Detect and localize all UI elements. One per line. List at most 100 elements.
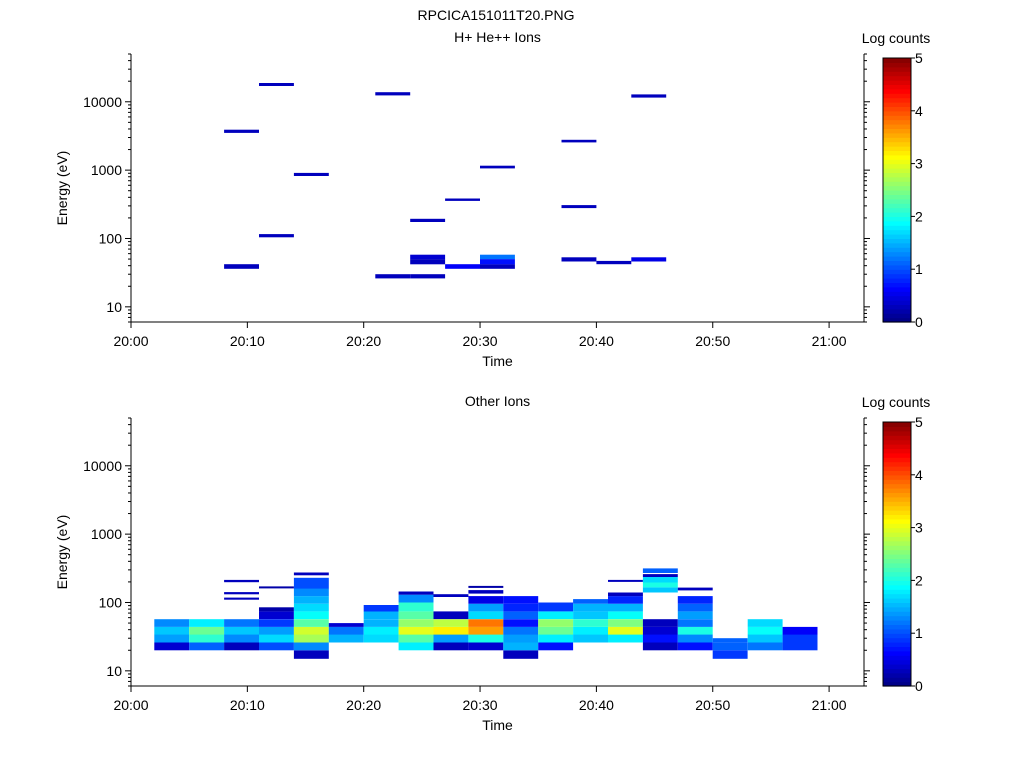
colorbar-segment: [883, 247, 911, 253]
colorbar-tick-label: 2: [915, 572, 923, 588]
colorbar-frame: [882, 421, 912, 687]
colorbar-tick-label: 3: [915, 520, 923, 536]
heatmap-cell: [573, 619, 608, 627]
heatmap-cell: [363, 611, 399, 620]
figure-title: RPCICA151011T20.PNG: [418, 7, 575, 23]
heatmap-cell: [224, 264, 259, 269]
heatmap-cell: [608, 579, 643, 582]
heatmap-cell: [398, 626, 434, 635]
colorbar-segment: [883, 212, 911, 217]
colorbar-segment: [883, 62, 911, 68]
x-tick-label: 20:30: [463, 697, 498, 713]
heatmap-cell: [398, 611, 434, 620]
colorbar-tick-label: 1: [915, 261, 923, 277]
colorbar-segment: [883, 71, 911, 77]
heatmap-cell: [573, 611, 608, 620]
x-tick-label: 21:00: [812, 333, 847, 349]
heatmap-cell: [224, 597, 259, 600]
x-tick-label: 20:30: [463, 333, 498, 349]
colorbar-segment: [883, 492, 911, 498]
heatmap-cell: [293, 650, 329, 659]
colorbar-tick-label: 4: [915, 467, 923, 483]
colorbar-segment: [883, 115, 911, 121]
heatmap-cell: [293, 588, 329, 597]
y-tick-label: 1000: [91, 162, 122, 178]
heatmap-cell: [189, 626, 225, 635]
colorbar-segment: [883, 251, 911, 257]
heatmap-cell: [154, 642, 190, 651]
heatmap-cell: [259, 234, 294, 238]
heatmap-cell: [259, 611, 294, 620]
heatmap-cell: [561, 257, 597, 262]
x-tick-label: 20:50: [695, 697, 730, 713]
heatmap-cell: [410, 254, 446, 260]
heatmap-cell: [677, 634, 713, 643]
heatmap-cell: [503, 642, 539, 651]
heatmap-cell: [631, 257, 667, 262]
heatmap-cell: [747, 634, 783, 643]
heatmap-cell: [259, 642, 294, 651]
y-tick-label: 100: [99, 594, 123, 610]
colorbar-segment: [883, 84, 911, 90]
colorbar-segment: [883, 313, 911, 319]
heatmap-cell: [468, 619, 504, 627]
y-tick-label: 10: [106, 663, 122, 679]
colorbar-segment: [883, 273, 911, 279]
heatmap-cell: [433, 626, 469, 635]
colorbar-frame: [882, 57, 912, 323]
x-tick-label: 20:20: [346, 333, 381, 349]
heatmap-cell: [642, 577, 678, 583]
colorbar-tick-label: 0: [915, 314, 923, 330]
colorbar-tick-label: 0: [915, 678, 923, 694]
heatmap-cell: [224, 642, 259, 651]
colorbar-segment: [883, 681, 911, 687]
colorbar-segment: [883, 514, 911, 520]
heatmap-cell: [398, 619, 434, 627]
colorbar-segment: [883, 66, 911, 72]
colorbar-segment: [883, 527, 911, 533]
colorbar-tick-label: 5: [915, 50, 923, 66]
heatmap-cell: [782, 626, 818, 635]
heatmap-cell: [293, 596, 329, 604]
colorbar-segment: [883, 580, 911, 586]
colorbar-segment: [883, 532, 911, 537]
heatmap-cell: [677, 619, 713, 627]
x-axis-label: Time: [482, 353, 513, 369]
heatmap-cell: [538, 634, 574, 643]
x-tick-label: 20:20: [346, 697, 381, 713]
heatmap-cell: [782, 642, 818, 651]
heatmap-cell: [224, 619, 259, 627]
heatmap-cell: [189, 634, 225, 643]
colorbar-tick-label: 4: [915, 103, 923, 119]
colorbar-segment: [883, 430, 911, 436]
heatmap-cell: [503, 634, 539, 643]
colorbar-segment: [883, 584, 911, 590]
heatmap-cell: [154, 626, 190, 635]
colorbar-segment: [883, 229, 911, 235]
heatmap-cell: [375, 92, 411, 96]
heatmap-cell: [712, 638, 748, 643]
colorbar-segment: [883, 496, 911, 502]
y-tick-label: 1000: [91, 526, 122, 542]
colorbar-segment: [883, 567, 911, 573]
heatmap-cell: [259, 83, 294, 86]
colorbar-segment: [883, 593, 911, 599]
colorbar-segment: [883, 646, 911, 652]
heatmap-cell: [538, 642, 574, 651]
colorbar-segment: [883, 518, 911, 524]
heatmap-cell: [328, 626, 364, 635]
colorbar-segment: [883, 93, 911, 99]
heatmap-cell: [573, 634, 608, 643]
heatmap-cell: [503, 626, 539, 635]
colorbar-segment: [883, 163, 911, 169]
colorbar-segment: [883, 444, 911, 449]
x-tick-label: 20:10: [230, 333, 265, 349]
colorbar-segment: [883, 602, 911, 608]
heatmap-cell: [398, 602, 434, 612]
heatmap-cell: [468, 596, 504, 604]
colorbar-segment: [883, 154, 911, 160]
colorbar-segment: [883, 523, 911, 529]
heatmap-cell: [538, 602, 574, 612]
heatmap-cell: [480, 264, 515, 269]
colorbar-segment: [883, 576, 911, 581]
